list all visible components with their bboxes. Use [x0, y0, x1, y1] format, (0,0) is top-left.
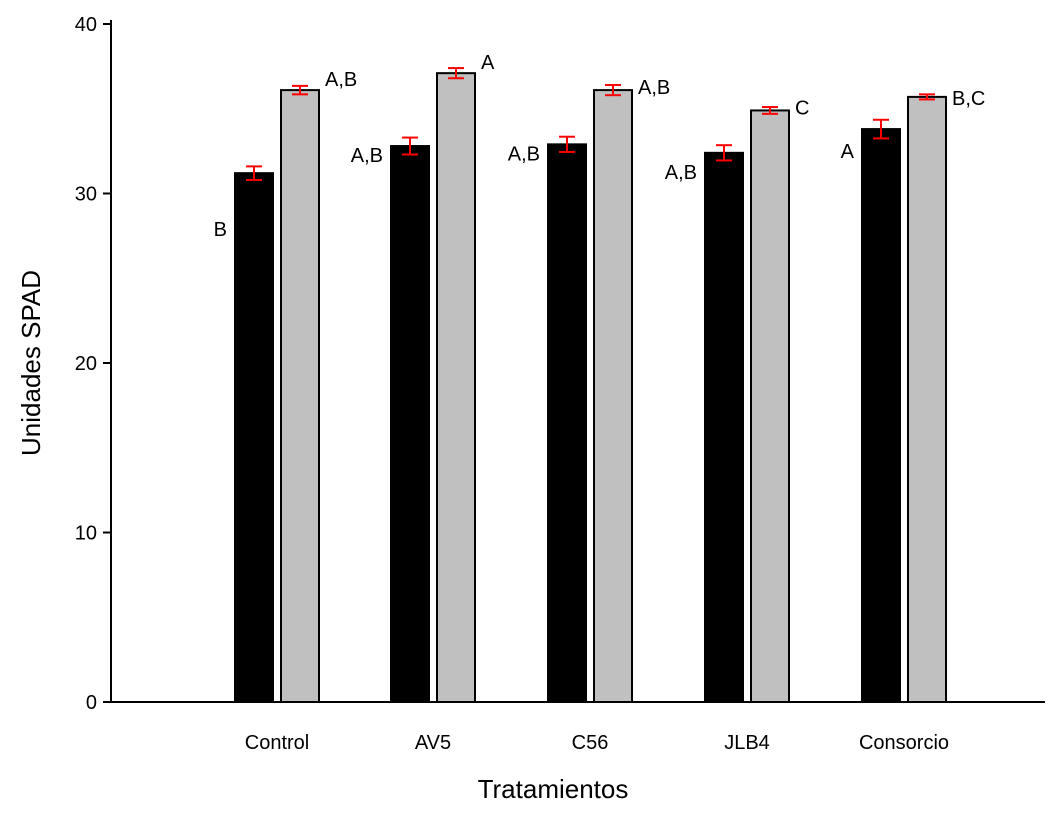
significance-label: A [481, 52, 495, 74]
bar [280, 89, 320, 704]
bar [390, 145, 430, 704]
bar [861, 128, 901, 703]
significance-label: B,C [952, 88, 985, 110]
bar [547, 143, 587, 704]
significance-label: B [214, 219, 227, 241]
significance-label: A,B [351, 145, 383, 167]
x-tick-label: JLB4 [724, 732, 770, 754]
y-tick-label: 10 [75, 523, 97, 545]
y-tick-label: 20 [75, 353, 97, 375]
significance-label: A,B [508, 143, 540, 165]
x-tick-label: C56 [572, 732, 609, 754]
bar [234, 172, 274, 704]
y-axis-label: Unidades SPAD [16, 270, 46, 456]
significance-label: A [841, 141, 855, 163]
x-axis-label: Tratamientos [478, 774, 629, 804]
significance-label: A,B [325, 69, 357, 91]
x-tick-label: Consorcio [859, 732, 949, 754]
bar [704, 151, 744, 703]
x-tick-label: AV5 [415, 732, 451, 754]
bar [436, 72, 476, 703]
significance-label: A,B [665, 162, 697, 184]
bar [593, 89, 633, 704]
significance-label: C [795, 97, 809, 119]
significance-label: A,B [638, 77, 670, 99]
y-tick-label: 0 [86, 692, 97, 714]
y-tick-label: 40 [75, 14, 97, 36]
bar [750, 109, 790, 703]
bar [907, 95, 947, 703]
x-tick-label: Control [245, 732, 309, 754]
y-tick-label: 30 [75, 184, 97, 206]
